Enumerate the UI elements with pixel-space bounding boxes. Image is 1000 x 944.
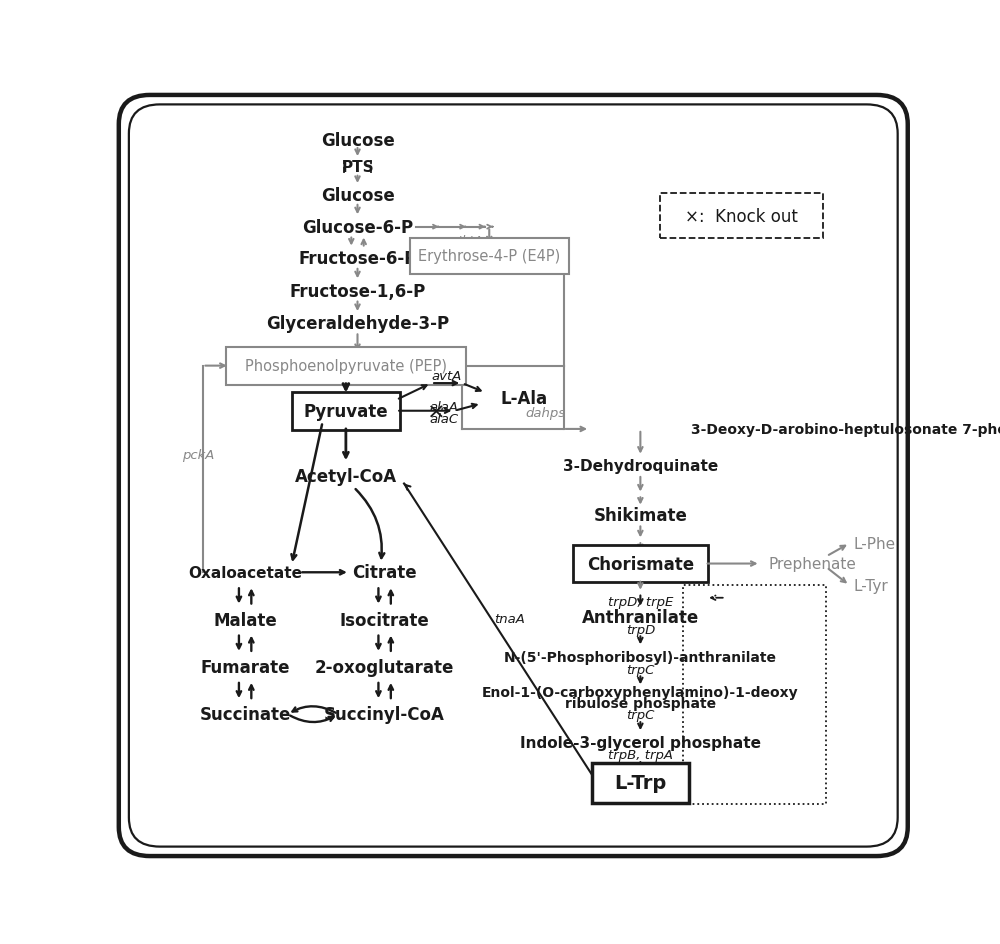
- Text: ×:  Knock out: ×: Knock out: [685, 208, 798, 226]
- Text: L-Phe: L-Phe: [854, 536, 896, 551]
- Text: Glucose-6-P: Glucose-6-P: [302, 218, 413, 236]
- Text: Citrate: Citrate: [352, 564, 417, 582]
- FancyBboxPatch shape: [660, 194, 823, 239]
- Text: L-Ala: L-Ala: [501, 389, 548, 407]
- Text: L-Trp: L-Trp: [614, 773, 666, 792]
- Text: Enol-1-(O-carboxyphenylamino)-1-deoxy: Enol-1-(O-carboxyphenylamino)-1-deoxy: [482, 685, 799, 699]
- Text: Glucose: Glucose: [321, 132, 394, 150]
- FancyBboxPatch shape: [573, 545, 708, 582]
- Text: Indole-3-glycerol phosphate: Indole-3-glycerol phosphate: [520, 735, 761, 750]
- FancyBboxPatch shape: [292, 393, 400, 430]
- Text: L-Tyr: L-Tyr: [854, 579, 888, 593]
- Text: 3-Deoxy-D-arobino-heptulosonate 7-phosphate: 3-Deoxy-D-arobino-heptulosonate 7-phosph…: [691, 423, 1000, 436]
- Text: Glyceraldehyde-3-P: Glyceraldehyde-3-P: [266, 315, 449, 333]
- FancyBboxPatch shape: [119, 96, 908, 856]
- Text: alaA: alaA: [429, 400, 458, 413]
- Text: avtA: avtA: [431, 370, 462, 383]
- Text: Oxaloacetate: Oxaloacetate: [188, 565, 302, 581]
- Text: pckA: pckA: [182, 448, 215, 462]
- Text: ×: ×: [427, 402, 446, 422]
- Text: dahps: dahps: [526, 407, 566, 420]
- Text: N-(5'-Phosphoribosyl)-anthranilate: N-(5'-Phosphoribosyl)-anthranilate: [504, 650, 777, 664]
- FancyBboxPatch shape: [592, 763, 689, 802]
- Text: Isocitrate: Isocitrate: [340, 611, 430, 629]
- Text: tnaA: tnaA: [494, 613, 525, 625]
- Text: Phosphoenolpyruvate (PEP): Phosphoenolpyruvate (PEP): [245, 359, 447, 374]
- Text: 2-oxoglutarate: 2-oxoglutarate: [315, 658, 454, 676]
- Text: Fructose-1,6-P: Fructose-1,6-P: [289, 282, 426, 300]
- Text: tktA: tktA: [457, 235, 483, 247]
- Text: Prephenate: Prephenate: [768, 556, 856, 571]
- FancyBboxPatch shape: [226, 347, 466, 385]
- Text: Succinyl-CoA: Succinyl-CoA: [324, 705, 445, 723]
- FancyBboxPatch shape: [410, 238, 569, 275]
- Text: alaC: alaC: [429, 413, 458, 425]
- Text: Chorismate: Chorismate: [587, 555, 694, 573]
- Text: trpD: trpD: [626, 623, 655, 636]
- Text: Malate: Malate: [213, 611, 277, 629]
- Text: Acetyl-CoA: Acetyl-CoA: [295, 467, 397, 486]
- Text: ribulose phosphate: ribulose phosphate: [565, 697, 716, 711]
- Text: trpC: trpC: [626, 663, 655, 676]
- Text: trpC: trpC: [626, 709, 655, 721]
- Text: Anthranilate: Anthranilate: [582, 608, 699, 626]
- Text: Fructose-6-P: Fructose-6-P: [298, 249, 417, 268]
- Text: 3-Dehydroquinate: 3-Dehydroquinate: [563, 459, 718, 473]
- Text: Erythrose-4-P (E4P): Erythrose-4-P (E4P): [418, 249, 560, 264]
- Text: Succinate: Succinate: [199, 705, 291, 723]
- Text: Fumarate: Fumarate: [200, 658, 290, 676]
- Text: PTS: PTS: [341, 160, 374, 175]
- Text: Pyruvate: Pyruvate: [304, 402, 388, 420]
- Text: Glucose: Glucose: [321, 186, 394, 205]
- Text: trpB, trpA: trpB, trpA: [608, 749, 673, 762]
- Text: Shikimate: Shikimate: [593, 506, 687, 524]
- Text: trpD, trpE: trpD, trpE: [608, 596, 673, 608]
